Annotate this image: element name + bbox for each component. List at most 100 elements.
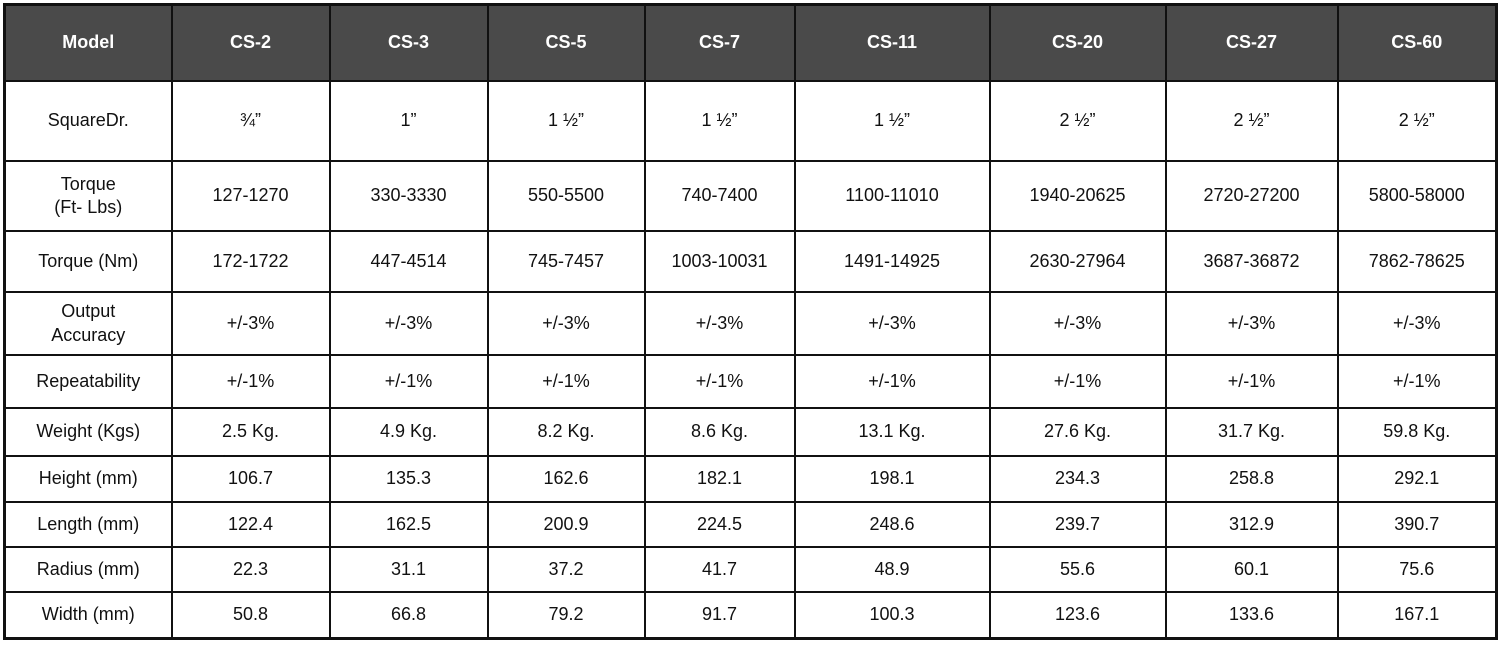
cell: 59.8 Kg. xyxy=(1336,407,1498,457)
cell: 1 ½” xyxy=(486,80,646,162)
cell: 1003-10031 xyxy=(643,230,796,293)
cell: +/-1% xyxy=(486,354,646,409)
row-label: Radius (mm) xyxy=(3,546,173,593)
cell: 8.6 Kg. xyxy=(643,407,796,457)
row-label: Width (mm) xyxy=(3,591,173,639)
cell: 13.1 Kg. xyxy=(793,407,991,457)
cell: 2.5 Kg. xyxy=(170,407,331,457)
cell: 2 ½” xyxy=(1336,80,1498,162)
cell: 248.6 xyxy=(793,501,991,548)
cell: 31.7 Kg. xyxy=(1164,407,1339,457)
row-label: Torque (Ft- Lbs) xyxy=(3,160,173,232)
cell: 1491-14925 xyxy=(793,230,991,293)
cell: 224.5 xyxy=(643,501,796,548)
cell: 200.9 xyxy=(486,501,646,548)
header-cell: CS-3 xyxy=(328,3,489,82)
cell: +/-3% xyxy=(328,291,489,356)
row-label: Output Accuracy xyxy=(3,291,173,356)
cell: 1100-11010 xyxy=(793,160,991,232)
cell: +/-3% xyxy=(793,291,991,356)
cell: 182.1 xyxy=(643,455,796,503)
table-row: Output Accuracy +/-3% +/-3% +/-3% +/-3% +/-3%… xyxy=(3,291,1498,356)
cell: 550-5500 xyxy=(486,160,646,232)
cell: 2630-27964 xyxy=(988,230,1167,293)
cell: 312.9 xyxy=(1164,501,1339,548)
cell: 162.6 xyxy=(486,455,646,503)
table-row: Torque (Nm) 172-1722 447-4514 745-7457 1003-… xyxy=(3,230,1498,293)
cell: 66.8 xyxy=(328,591,489,639)
cell: 1940-20625 xyxy=(988,160,1167,232)
row-label: Height (mm) xyxy=(3,455,173,503)
cell: 234.3 xyxy=(988,455,1167,503)
cell: +/-1% xyxy=(1336,354,1498,409)
header-cell: CS-5 xyxy=(486,3,646,82)
table-body: SquareDr. ¾” 1” 1 ½” 1 ½” 1 ½” 2 ½” 2 ½” 2 ½” Tor… xyxy=(3,80,1498,639)
row-label: Torque (Nm) xyxy=(3,230,173,293)
row-label: Length (mm) xyxy=(3,501,173,548)
cell: +/-3% xyxy=(1164,291,1339,356)
cell: 91.7 xyxy=(643,591,796,639)
cell: 31.1 xyxy=(328,546,489,593)
cell: 60.1 xyxy=(1164,546,1339,593)
cell: 50.8 xyxy=(170,591,331,639)
header-row: Model CS-2 CS-3 CS-5 CS-7 CS-11 CS-20 CS-27 CS-6… xyxy=(3,3,1498,82)
row-label: Repeatability xyxy=(3,354,173,409)
cell: 27.6 Kg. xyxy=(988,407,1167,457)
cell: 55.6 xyxy=(988,546,1167,593)
cell: 135.3 xyxy=(328,455,489,503)
cell: +/-3% xyxy=(170,291,331,356)
cell: 2 ½” xyxy=(1164,80,1339,162)
table-row: Radius (mm) 22.3 31.1 37.2 41.7 48.9 55.6 60.1 7… xyxy=(3,546,1498,593)
table-row: Height (mm) 106.7 135.3 162.6 182.1 198.1 234.… xyxy=(3,455,1498,503)
cell: 5800-58000 xyxy=(1336,160,1498,232)
cell: 106.7 xyxy=(170,455,331,503)
cell: 3687-36872 xyxy=(1164,230,1339,293)
cell: 1 ½” xyxy=(643,80,796,162)
cell: 123.6 xyxy=(988,591,1167,639)
cell: 7862-78625 xyxy=(1336,230,1498,293)
header-cell: CS-27 xyxy=(1164,3,1339,82)
cell: 198.1 xyxy=(793,455,991,503)
cell: 37.2 xyxy=(486,546,646,593)
cell: 75.6 xyxy=(1336,546,1498,593)
cell: 292.1 xyxy=(1336,455,1498,503)
table-row: Torque (Ft- Lbs) 127-1270 330-3330 550-5500… xyxy=(3,160,1498,232)
cell: +/-1% xyxy=(328,354,489,409)
cell: ¾” xyxy=(170,80,331,162)
cell: 258.8 xyxy=(1164,455,1339,503)
cell: 48.9 xyxy=(793,546,991,593)
row-label: SquareDr. xyxy=(3,80,173,162)
table-row: Repeatability +/-1% +/-1% +/-1% +/-1% +/-1% +/… xyxy=(3,354,1498,409)
cell: 122.4 xyxy=(170,501,331,548)
header-cell: CS-7 xyxy=(643,3,796,82)
row-label: Weight (Kgs) xyxy=(3,407,173,457)
cell: 1” xyxy=(328,80,489,162)
cell: 127-1270 xyxy=(170,160,331,232)
cell: +/-1% xyxy=(793,354,991,409)
cell: 740-7400 xyxy=(643,160,796,232)
cell: +/-3% xyxy=(1336,291,1498,356)
cell: 79.2 xyxy=(486,591,646,639)
cell: +/-3% xyxy=(988,291,1167,356)
cell: 133.6 xyxy=(1164,591,1339,639)
cell: 167.1 xyxy=(1336,591,1498,639)
table-row: SquareDr. ¾” 1” 1 ½” 1 ½” 1 ½” 2 ½” 2 ½” 2 ½” xyxy=(3,80,1498,162)
cell: 8.2 Kg. xyxy=(486,407,646,457)
header-cell: Model xyxy=(3,3,173,82)
cell: 390.7 xyxy=(1336,501,1498,548)
cell: +/-1% xyxy=(988,354,1167,409)
cell: 330-3330 xyxy=(328,160,489,232)
cell: 447-4514 xyxy=(328,230,489,293)
spec-table: Model CS-2 CS-3 CS-5 CS-7 CS-11 CS-20 CS-27 CS-6… xyxy=(3,3,1498,640)
cell: +/-1% xyxy=(170,354,331,409)
cell: +/-1% xyxy=(1164,354,1339,409)
header-cell: CS-11 xyxy=(793,3,991,82)
cell: 100.3 xyxy=(793,591,991,639)
table-row: Width (mm) 50.8 66.8 79.2 91.7 100.3 123.6 133.… xyxy=(3,591,1498,639)
table-row: Weight (Kgs) 2.5 Kg. 4.9 Kg. 8.2 Kg. 8.6 Kg.… xyxy=(3,407,1498,457)
header-cell: CS-20 xyxy=(988,3,1167,82)
table-row: Length (mm) 122.4 162.5 200.9 224.5 248.6 239.… xyxy=(3,501,1498,548)
cell: +/-1% xyxy=(643,354,796,409)
header-cell: CS-2 xyxy=(170,3,331,82)
